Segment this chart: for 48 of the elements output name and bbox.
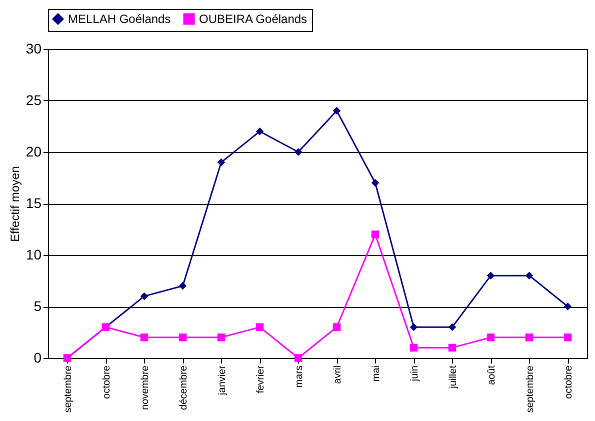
point <box>332 323 341 331</box>
point <box>371 179 380 187</box>
x-tick-label: mars <box>294 366 305 388</box>
x-tick-label: juin <box>409 366 420 382</box>
point <box>178 282 187 290</box>
x-tick-label: octobre <box>101 365 112 399</box>
point <box>448 344 456 352</box>
legend-label: MELLAH Goélands <box>68 12 171 26</box>
point <box>178 334 187 342</box>
point <box>564 334 572 342</box>
x-tick-label: décembre <box>178 365 190 410</box>
x-tick-label: juillet <box>448 365 459 390</box>
point <box>256 128 264 136</box>
point <box>564 302 572 310</box>
y-tick-label: 25 <box>26 92 42 108</box>
x-tick-label: mai <box>370 366 382 382</box>
point <box>332 106 341 115</box>
point <box>217 334 226 342</box>
point <box>525 272 534 280</box>
y-tick-label: 5 <box>34 298 42 314</box>
point <box>410 323 418 331</box>
point <box>486 334 495 342</box>
x-tick-label: fevrier <box>255 364 266 394</box>
point <box>140 334 148 342</box>
y-tick-label: 30 <box>26 40 42 56</box>
point <box>525 334 534 342</box>
y-tick-label: 15 <box>26 195 42 211</box>
legend-label: OUBEIRA Goélands <box>199 12 308 26</box>
point <box>294 148 302 156</box>
point <box>256 323 264 331</box>
x-tick-label: octobre <box>563 365 574 399</box>
x-tick-label: avril <box>332 366 344 384</box>
x-tick-label: janvier <box>216 364 228 396</box>
point <box>140 292 148 300</box>
x-tick-label: novembre <box>140 365 151 410</box>
y-tick-label: 20 <box>26 144 42 160</box>
y-axis-title: Effectif moyen <box>8 166 22 242</box>
point <box>486 272 495 280</box>
point <box>217 158 226 166</box>
x-tick-label: septembre <box>524 365 536 413</box>
point <box>448 323 456 331</box>
x-tick-label: septembre <box>62 365 74 413</box>
y-tick-label: 0 <box>34 350 42 366</box>
x-tick-label: août <box>486 365 498 385</box>
point <box>371 230 380 238</box>
y-tick-label: 10 <box>26 246 42 262</box>
point <box>294 354 302 362</box>
point <box>410 344 418 352</box>
